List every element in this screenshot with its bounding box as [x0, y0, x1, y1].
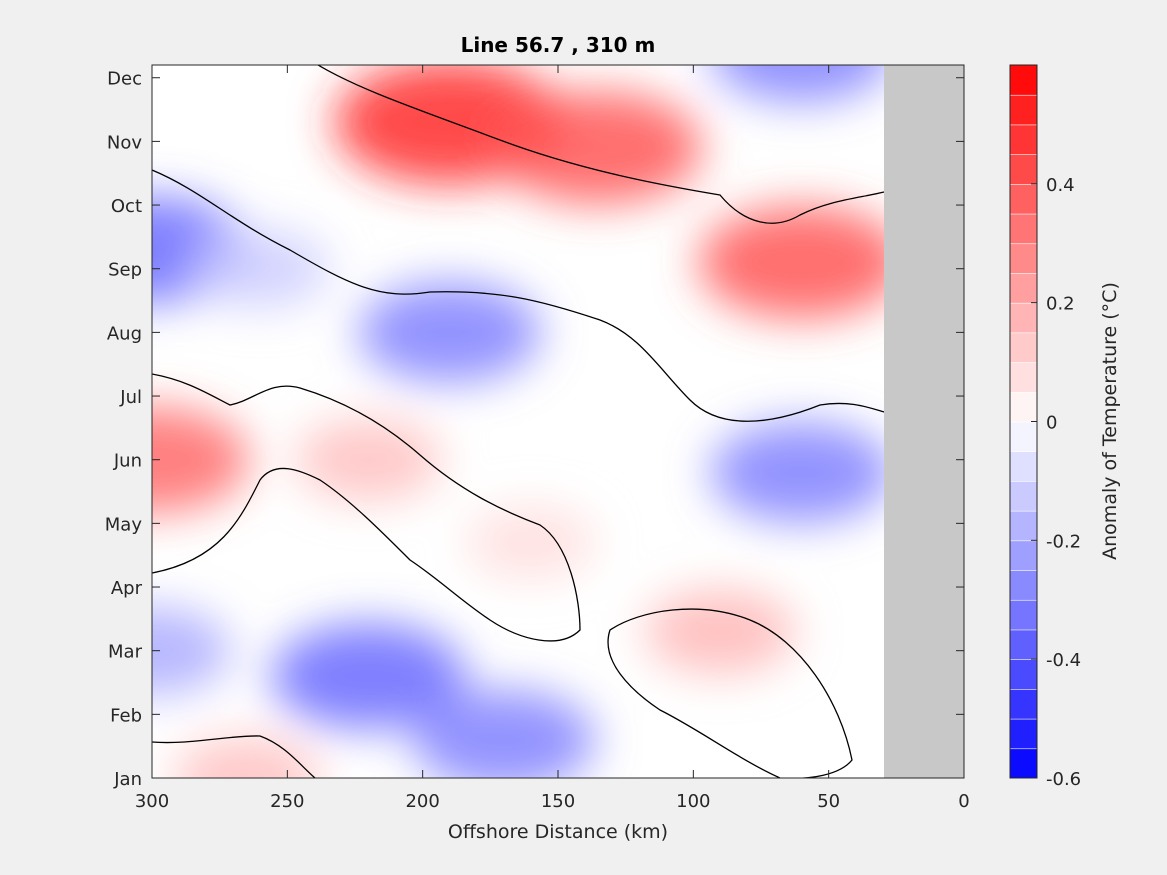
anomaly-feature-2: [698, 206, 905, 319]
anomaly-feature-6: [645, 589, 796, 674]
anomaly-blobs: [152, 65, 905, 778]
x-tick-label-300: 300: [135, 791, 169, 812]
x-tick-label-150: 150: [541, 791, 575, 812]
y-tick-label-May: May: [105, 514, 143, 535]
colorbar-tick-label-0: 0.4: [1046, 175, 1075, 196]
zero-contour-upper: [152, 169, 885, 422]
anomaly-feature-3: [152, 406, 249, 513]
anomaly-feature-15: [190, 229, 330, 308]
zero-contours: [152, 65, 885, 778]
colorbar-segment-7: [1009, 540, 1038, 571]
colorbar-segment-19: [1009, 183, 1038, 215]
anomaly-feature-10: [713, 65, 890, 103]
plot-area: [151, 64, 965, 779]
no-data-region: [884, 65, 964, 778]
colorbar-segment-12: [1009, 391, 1038, 423]
y-tick-label-Aug: Aug: [107, 323, 142, 344]
y-axis: Jan Feb Mar Apr May Jun Jul Aug Sep Oct Nov Dec: [105, 69, 964, 790]
x-tick-label-0: 0: [958, 791, 969, 812]
colorbar-segment-15: [1009, 302, 1038, 334]
colorbar-segment-17: [1009, 242, 1038, 274]
colorbar-segment-21: [1009, 124, 1038, 155]
colorbar-segment-0: [1009, 747, 1038, 779]
y-tick-label-Mar: Mar: [108, 642, 143, 663]
anomaly-feature-4: [295, 418, 442, 501]
colorbar-segment-10: [1009, 450, 1038, 482]
colorbar-tick-label-2: 0: [1046, 413, 1057, 434]
colorbar-segment-4: [1009, 629, 1038, 660]
colorbar-ticks: 0.4 0.2 0 -0.2 -0.4 -0.6: [1031, 175, 1081, 790]
x-tick-label-200: 200: [405, 791, 439, 812]
colorbar-segment-1: [1009, 718, 1038, 750]
colorbar-segment-5: [1009, 599, 1038, 631]
y-tick-label-Sep: Sep: [108, 260, 142, 281]
colorbar-tick-label-3: -0.2: [1046, 531, 1081, 552]
anomaly-feature-7: [173, 737, 320, 778]
y-tick-label-Feb: Feb: [110, 705, 142, 726]
colorbar-segment-23: [1009, 64, 1038, 96]
anomaly-feature-11: [710, 422, 893, 523]
y-tick-label-Oct: Oct: [111, 196, 142, 217]
anomaly-feature-5: [466, 505, 596, 580]
zero-contour-top: [317, 65, 885, 224]
colorbar-tick-label-5: -0.6: [1046, 769, 1081, 790]
colorbar-tick-label-1: 0.2: [1046, 294, 1075, 315]
y-tick-label-Dec: Dec: [107, 69, 142, 90]
colorbar-label: Anomaly of Temperature (°C): [1099, 282, 1121, 560]
y-tick-label-Jan: Jan: [113, 769, 142, 790]
colorbar-segment-6: [1009, 569, 1038, 601]
zero-contour-mid: [152, 373, 581, 642]
x-tick-label-50: 50: [817, 791, 840, 812]
x-axis: 300 250 200 150 100 50 0: [135, 65, 970, 812]
colorbar-segment-20: [1009, 153, 1038, 185]
colorbar-tick-label-4: -0.4: [1046, 650, 1081, 671]
anomaly-field: [152, 65, 905, 778]
anomaly-feature-12: [271, 623, 466, 730]
y-tick-label-Apr: Apr: [111, 578, 143, 599]
colorbar: 0.4 0.2 0 -0.2 -0.4 -0.6 Anomaly of Temperatu…: [1009, 64, 1121, 790]
y-tick-label-Jun: Jun: [113, 451, 142, 472]
anomaly-feature-1: [495, 91, 702, 204]
colorbar-segment-14: [1009, 332, 1038, 363]
colorbar-segment-2: [1009, 688, 1038, 720]
colorbar-segment-9: [1009, 480, 1038, 512]
x-tick-label-100: 100: [676, 791, 710, 812]
x-axis-label: Offshore Distance (km): [448, 821, 668, 843]
colorbar-segment-11: [1009, 421, 1038, 453]
colorbar-segment-18: [1009, 213, 1038, 245]
colorbar-segment-8: [1009, 510, 1038, 542]
anomaly-feature-13: [412, 689, 595, 778]
anomaly-feature-9: [358, 282, 541, 383]
x-tick-label-250: 250: [270, 791, 304, 812]
colorbar-segment-22: [1009, 94, 1038, 126]
y-tick-label-Nov: Nov: [107, 132, 142, 153]
zero-contour-bottom: [152, 735, 316, 778]
colorbar-segment-3: [1009, 658, 1038, 690]
colorbar-segment-13: [1009, 361, 1038, 393]
colorbar-segment-16: [1009, 272, 1038, 304]
zero-contour-lower-island: [607, 608, 853, 778]
y-tick-label-Jul: Jul: [119, 387, 142, 408]
anomaly-feature-14: [152, 606, 231, 695]
chart-title: Line 56.7 , 310 m: [461, 33, 656, 57]
